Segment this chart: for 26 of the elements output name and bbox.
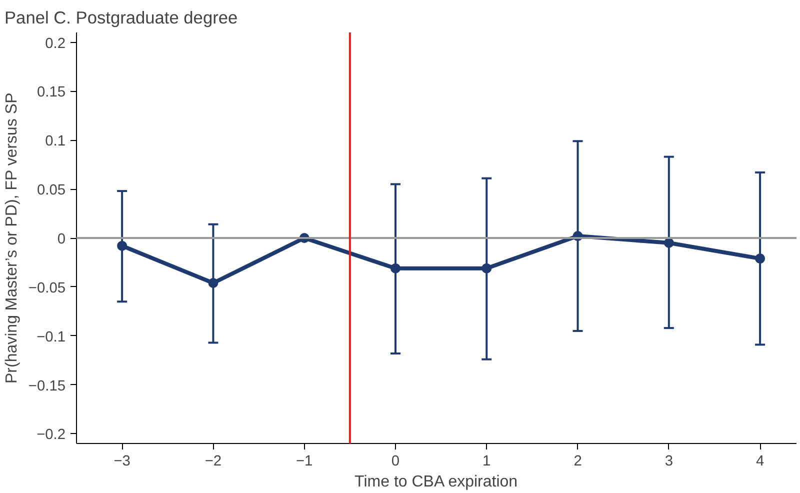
point	[482, 263, 492, 274]
x-tick-label: 2	[574, 454, 582, 470]
y-tick-label: 0	[57, 232, 66, 248]
point	[390, 263, 400, 274]
x-tick-label: −3	[114, 454, 130, 470]
point	[208, 278, 218, 288]
y-tick-label: 0.05	[36, 182, 66, 199]
x-tick-label: 3	[664, 454, 673, 470]
y-tick-label: −0.2	[36, 427, 66, 444]
x-axis-title: Time to CBA expiration	[354, 474, 518, 490]
y-tick-label: −0.05	[28, 280, 66, 296]
y-axis-title: Pr(having Master’s or PD), FP versus SP	[3, 92, 20, 384]
x-tick-label: 0	[391, 454, 400, 470]
chart-title: Panel C. Postgraduate degree	[4, 8, 238, 28]
x-tick-label: −1	[296, 454, 313, 470]
y-tick-label: −0.15	[28, 378, 66, 394]
y-tick-label: −0.1	[36, 329, 66, 346]
point	[755, 254, 766, 264]
x-tick-label: 1	[482, 454, 491, 470]
y-tick-label: 0.1	[45, 134, 66, 150]
y-tick-label: 0.15	[36, 84, 66, 101]
y-tick-label: 0.2	[45, 36, 66, 52]
point	[117, 240, 128, 251]
point	[664, 238, 674, 248]
x-tick-label: 4	[756, 454, 764, 470]
x-tick-label: −2	[204, 454, 222, 470]
